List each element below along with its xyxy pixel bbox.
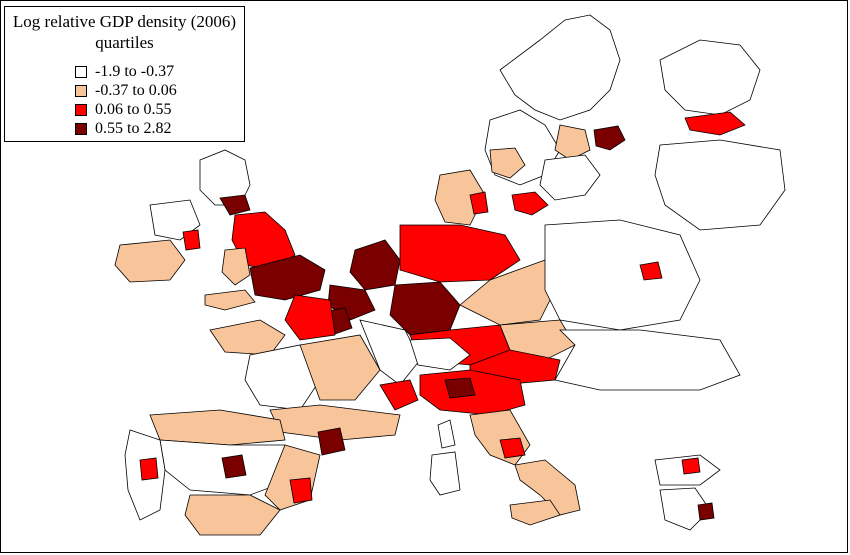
region-goteborg [511,191,549,216]
region-thessaloniki [681,457,701,475]
region-sweden-west [554,124,591,161]
legend-title: Log relative GDP density (2006) quartile… [5,11,244,53]
legend-item: -1.9 to -0.37 [75,62,177,81]
region-switzerland [409,337,471,371]
region-finland-north [659,39,761,116]
map-legend: Log relative GDP density (2006) quartile… [4,6,245,142]
region-madrid [221,454,247,479]
region-sardinia [429,451,461,496]
region-poland [544,219,701,331]
legend-swatch-q1 [75,65,87,78]
region-ireland-south [114,239,186,283]
region-denmark [434,169,486,226]
region-brittany [209,319,286,356]
region-germany-west [389,281,461,336]
region-lisbon [139,457,159,481]
italy [419,369,581,526]
region-stockholm [593,125,626,151]
region-france-north [284,294,336,341]
legend-items: -1.9 to -0.37 -0.37 to 0.06 0.06 to 0.55… [75,62,177,138]
region-czech [499,319,576,361]
region-hungary-romania [554,329,741,391]
legend-label-q3: 0.06 to 0.55 [95,100,172,118]
region-dublin [182,229,201,251]
region-south-england [249,254,326,301]
region-corsica [437,419,456,449]
legend-swatch-q4 [75,122,87,135]
region-netherlands [349,239,401,291]
region-france-south [269,404,401,441]
region-valencia [289,477,313,504]
region-france-east [359,319,421,386]
region-wales [221,247,251,286]
legend-label-q1: -1.9 to -0.37 [95,62,175,80]
region-sweden-south [539,154,601,201]
legend-item: -0.37 to 0.06 [75,81,177,100]
legend-item: 0.55 to 2.82 [75,119,177,138]
region-france-center [299,334,381,401]
region-barcelona [317,427,346,456]
legend-item: 0.06 to 0.55 [75,100,177,119]
legend-label-q4: 0.55 to 2.82 [95,119,172,137]
region-norway-north [499,14,621,121]
legend-swatch-q2 [75,84,87,97]
france [209,294,471,441]
greece [654,454,721,531]
region-sicily [509,499,561,526]
iberia [124,409,346,536]
region-rome [499,437,526,459]
region-copenhagen [469,191,489,215]
scandinavia [484,14,786,231]
region-italy-south [514,459,581,516]
british-isles [114,149,326,311]
legend-title-line2: quartiles [95,33,154,52]
region-germany-north [399,224,521,283]
region-lyon [379,379,419,411]
region-edinburgh [219,194,251,216]
region-warsaw [639,261,663,281]
region-oslo [489,147,526,179]
region-helsinki [684,111,746,136]
central-europe [327,169,741,391]
legend-title-line1: Log relative GDP density (2006) [12,12,237,31]
region-cornwall [204,289,256,311]
legend-swatch-q3 [75,103,87,116]
region-athens [697,502,715,521]
region-spain-north [149,409,286,446]
legend-label-q2: -0.37 to 0.06 [95,81,177,99]
region-italy-center [469,409,531,466]
region-baltics [654,139,786,231]
region-andalusia [184,494,281,536]
region-milan [444,377,476,399]
